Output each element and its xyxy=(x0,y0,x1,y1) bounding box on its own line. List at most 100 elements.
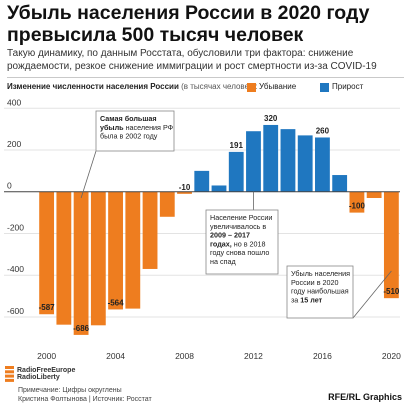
y-tick-label: -400 xyxy=(7,264,24,274)
x-tick-label: 2020 xyxy=(382,351,401,361)
chart-subtitle: Такую динамику, по данным Росстата, обус… xyxy=(7,48,377,72)
x-tick-label: 2012 xyxy=(244,351,263,361)
y-tick-label: -600 xyxy=(7,306,24,316)
annotation-line: 2009 – 2017 xyxy=(210,231,250,240)
annotation-note-growth: Население России увеличивалось в 2009 – … xyxy=(205,191,279,275)
bar xyxy=(177,191,192,194)
annotation-word: в xyxy=(317,278,321,287)
bar xyxy=(39,191,55,315)
x-tick-label: 2016 xyxy=(313,351,332,361)
bar xyxy=(194,170,210,192)
footer-source: Кристина Фолтынова | Источник: Росстат xyxy=(18,396,152,403)
annotation-box xyxy=(205,209,279,275)
annotation-word: России xyxy=(291,278,315,287)
annotation-word: году xyxy=(210,248,224,257)
annotation-line: годах, но в 2018 xyxy=(210,239,266,248)
data-label: -686 xyxy=(73,324,90,333)
annotation-line: году наибольшая xyxy=(291,287,349,296)
annotation-word: годах, xyxy=(210,239,232,248)
annotations: Самая большая убыль населения РФ была в … xyxy=(80,110,392,319)
y-tick-label: 400 xyxy=(7,97,21,107)
footer-note: Примечание: Цифры округлены xyxy=(18,387,122,394)
bar xyxy=(366,191,382,198)
header-divider xyxy=(7,77,404,78)
bar xyxy=(125,191,141,309)
legend-growth: Прирост xyxy=(320,80,363,94)
annotation-note-2002: Самая большая убыль населения РФ была в … xyxy=(80,110,175,199)
legend-row: Изменение численности населения России (… xyxy=(7,80,405,94)
annotation-word: спад xyxy=(220,257,236,266)
annotation-word: Самая xyxy=(100,114,123,123)
annotation-word: но xyxy=(234,239,242,248)
annotation-line: России в 2020 xyxy=(291,278,339,287)
x-tick-label: 2008 xyxy=(175,351,194,361)
rferl-logo-mark-icon xyxy=(5,366,14,382)
annotation-box xyxy=(95,110,175,152)
legend-decline: Убывание xyxy=(247,80,296,94)
annotation-line: увеличивалось в xyxy=(210,222,266,231)
annotation-line: Самая большая xyxy=(100,114,157,123)
annotation-note-2020: Убыль населения России в 2020 году наибо… xyxy=(286,265,392,319)
annotation-word: на xyxy=(210,257,218,266)
data-labels: -587 -686 -564 -10 191 320 260 -100 -510 xyxy=(39,114,400,333)
annotation-word: лет xyxy=(310,295,322,304)
annotation-word: Население xyxy=(210,213,247,222)
annotation-word: России xyxy=(249,213,273,222)
legend-decline-swatch xyxy=(247,82,256,92)
annotation-word: снова xyxy=(226,248,245,257)
bar xyxy=(383,191,399,299)
annotation-word: увеличивалось xyxy=(210,222,261,231)
x-tick-label: 2000 xyxy=(37,351,56,361)
logo-line-1: RadioFreeEurope xyxy=(17,366,76,374)
annotation-box xyxy=(286,265,354,319)
annotation-line: за 15 лет xyxy=(291,295,323,304)
chart-title: Убыль населения России в 2020 году превы… xyxy=(7,2,370,46)
annotation-line: Население России xyxy=(210,213,272,222)
annotation-word: в xyxy=(119,132,123,141)
annotation-word: – xyxy=(228,231,232,240)
bar xyxy=(263,124,279,192)
bar xyxy=(90,191,106,326)
x-tick-label: 2004 xyxy=(106,351,125,361)
y-axis-title: Изменение численности населения России (… xyxy=(7,80,257,94)
annotation-word: году xyxy=(143,132,157,141)
bar xyxy=(349,191,365,213)
legend-growth-swatch xyxy=(320,82,329,92)
annotation-leader xyxy=(80,150,97,199)
bar xyxy=(280,129,296,192)
y-tick-labels: 400 200 0 -200 -400 -600 xyxy=(7,97,24,316)
annotation-word: была xyxy=(100,132,117,141)
annotation-word: Убыль xyxy=(291,269,313,278)
data-label: -587 xyxy=(39,303,56,312)
annotation-word: 2018 xyxy=(250,239,266,248)
annotation-line: была в 2002 году xyxy=(100,132,158,141)
bar xyxy=(159,191,175,217)
annotation-word: пошло xyxy=(247,248,269,257)
bar xyxy=(108,191,123,310)
logo-line-2: RadioLiberty xyxy=(17,374,60,381)
annotation-word: 15 xyxy=(300,295,308,304)
y-axis-unit: (в тысячах человек): xyxy=(181,82,258,91)
annotation-leader xyxy=(352,270,392,319)
annotation-word: в xyxy=(262,222,266,231)
annotation-word: 2020 xyxy=(323,278,339,287)
bars xyxy=(39,124,399,335)
annotation-line: году снова пошло xyxy=(210,248,269,257)
data-label: 191 xyxy=(230,141,244,150)
annotation-line: на спад xyxy=(210,257,236,266)
rferl-logo: RadioFreeEurope RadioLiberty xyxy=(5,366,75,382)
annotation-word: 2017 xyxy=(234,231,250,240)
annotation-word: наибольшая xyxy=(307,287,349,296)
data-label: 320 xyxy=(264,114,278,123)
data-label: 260 xyxy=(316,126,330,135)
bar xyxy=(142,191,158,269)
annotation-word: населения xyxy=(126,123,161,132)
annotation-word: убыль xyxy=(100,123,124,132)
y-tick-label: 0 xyxy=(7,181,12,191)
bar xyxy=(56,191,72,325)
bar xyxy=(228,151,244,192)
data-label: -100 xyxy=(349,202,366,211)
annotation-word: большая xyxy=(125,114,157,123)
data-label: -10 xyxy=(179,183,191,192)
